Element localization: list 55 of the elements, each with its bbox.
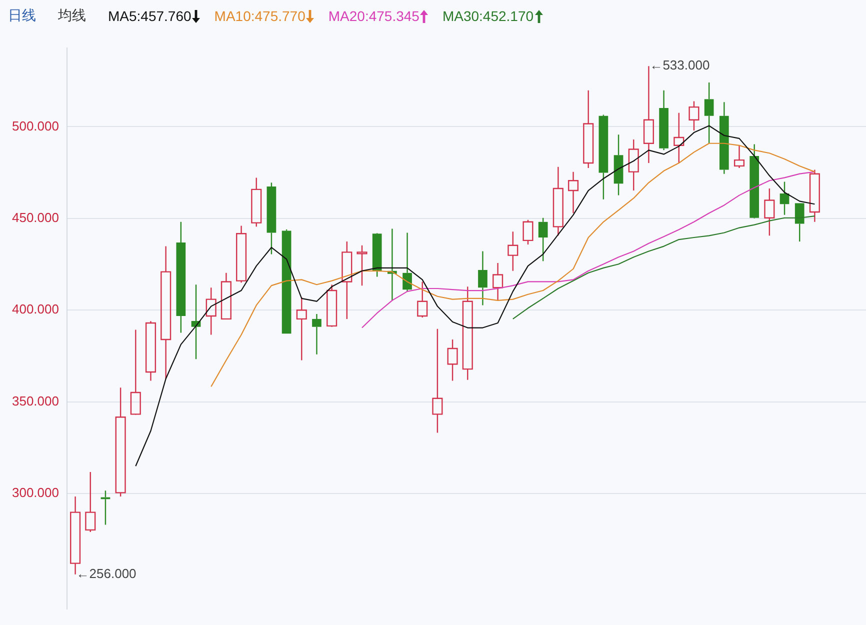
candlestick	[478, 250, 488, 306]
candlestick	[628, 138, 639, 192]
annotation: ←256.000	[76, 566, 136, 581]
candlestick	[145, 320, 156, 382]
candlestick	[780, 181, 790, 216]
candlestick	[160, 246, 172, 380]
candlestick	[176, 221, 186, 334]
candlestick	[643, 66, 654, 164]
candlestick	[598, 114, 608, 200]
candlestick	[659, 90, 668, 151]
candlestick	[734, 144, 745, 169]
candlestick	[809, 169, 820, 223]
candlestick	[688, 100, 700, 132]
candlestick	[356, 244, 368, 286]
legend-label: MA30:452.170	[442, 8, 534, 24]
candlestick	[130, 329, 141, 415]
candlestick	[552, 166, 564, 236]
candlestick	[764, 188, 775, 236]
legend-label: MA5:457.760	[108, 8, 192, 24]
legend-label: MA20:475.345	[328, 8, 420, 24]
candlestick	[704, 82, 714, 144]
candlestick	[538, 217, 548, 262]
annotation: ←533.000	[650, 58, 710, 73]
candlestick	[462, 286, 473, 380]
candlestick	[447, 338, 458, 382]
candlestick	[296, 296, 307, 361]
candlestick	[85, 471, 96, 533]
candlestick	[251, 177, 262, 228]
candlestick	[794, 203, 804, 242]
candlestick	[583, 90, 594, 169]
candlestick	[674, 112, 684, 164]
candlestick	[236, 225, 247, 284]
y-tick-label: 500.000	[12, 118, 59, 134]
candlestick	[115, 386, 126, 498]
candlestick	[568, 171, 579, 214]
y-tick-label: 350.000	[12, 393, 59, 408]
candlestick	[220, 272, 232, 320]
candlestick	[342, 240, 352, 320]
candlestick	[402, 232, 412, 292]
candlestick	[492, 262, 504, 302]
candlestick	[432, 328, 443, 434]
text: 日线	[8, 7, 36, 25]
candlestick	[508, 231, 518, 272]
candlestick	[70, 496, 81, 575]
y-tick-label: 400.000	[12, 302, 59, 317]
y-tick-label: 300.000	[12, 485, 59, 500]
y-tick-label: 450.000	[12, 210, 59, 225]
candlestick	[614, 134, 624, 196]
candlestick	[417, 281, 428, 318]
text: 均线	[58, 7, 86, 25]
legend-label: MA10:475.770	[214, 8, 306, 24]
candlestick	[206, 286, 216, 336]
candlestick	[266, 182, 276, 255]
candlestick	[312, 313, 322, 355]
candlestick	[719, 102, 729, 174]
